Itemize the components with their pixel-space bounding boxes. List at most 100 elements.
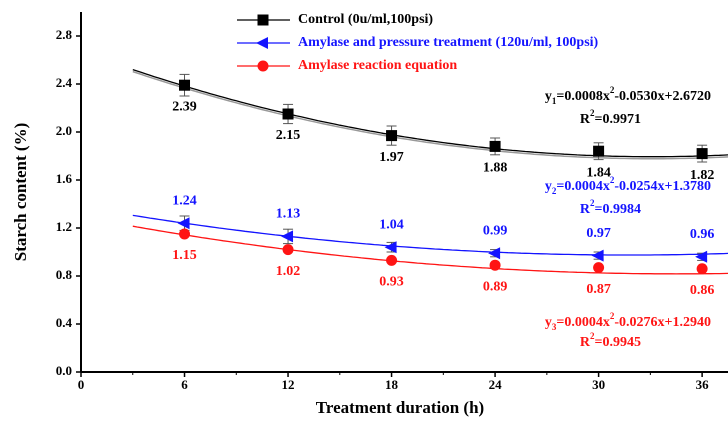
- data-label: 0.97: [586, 226, 611, 241]
- legend-label: Control (0u/ml,100psi): [298, 12, 433, 27]
- marker: [489, 140, 501, 152]
- x-tick-label: 18: [385, 377, 399, 392]
- data-label: 1.02: [276, 264, 301, 279]
- marker: [695, 250, 708, 263]
- equation-part: 2: [610, 85, 615, 95]
- x-tick-label: 24: [489, 377, 503, 392]
- fit-r2: R2=0.9945: [580, 331, 641, 350]
- x-axis-title: Treatment duration (h): [316, 398, 484, 417]
- marker: [593, 145, 605, 157]
- marker: [281, 230, 294, 243]
- fit-r2: R2=0.9984: [580, 198, 641, 217]
- fit-curve-shadow: [132, 70, 728, 160]
- fit-curve: [132, 225, 728, 275]
- fit-r2: R2=0.9971: [580, 108, 641, 127]
- r2-part: R: [580, 335, 591, 350]
- equation-part: -0.0276x+1.2940: [614, 315, 711, 330]
- data-label: 1.04: [379, 217, 404, 232]
- equation-part: 3: [552, 322, 557, 332]
- data-label: 1.97: [379, 150, 404, 165]
- x-tick-label: 6: [181, 377, 188, 392]
- fit-equation: y1=0.0008x2-0.0530x+2.6720: [545, 85, 711, 106]
- legend-marker: [256, 37, 268, 49]
- data-label: 2.39: [172, 99, 197, 114]
- legend-entry: Control (0u/ml,100psi): [237, 12, 433, 27]
- marker: [489, 259, 501, 271]
- equation-part: 2: [610, 175, 615, 185]
- r2-part: =0.9971: [595, 112, 641, 127]
- data-label: 0.93: [379, 275, 404, 290]
- marker: [593, 262, 605, 274]
- r2-part: =0.9984: [595, 202, 641, 217]
- marker: [177, 217, 190, 230]
- x-tick-label: 12: [282, 377, 295, 392]
- y-tick-label: 0.4: [56, 315, 73, 330]
- y-tick-label: 1.6: [56, 171, 73, 186]
- fit-curve: [132, 68, 728, 158]
- equation-part: y: [545, 89, 552, 104]
- marker: [179, 79, 191, 91]
- data-label: 1.15: [172, 248, 197, 263]
- marker: [488, 247, 501, 260]
- y-tick-label: 0.0: [56, 363, 72, 378]
- series: 1.151.020.93 0.89 0.87 0.86y3=0.0004x2-0.02…: [132, 225, 728, 350]
- r2-part: 2: [590, 108, 595, 118]
- data-label: 1.88: [483, 161, 508, 176]
- x-tick-label: 36: [696, 377, 710, 392]
- r2-part: R: [580, 112, 591, 127]
- y-axis-title: Starch content (%): [11, 123, 30, 262]
- equation-part: y: [545, 315, 552, 330]
- data-label: 1.24: [172, 193, 197, 208]
- legend-entry: Amylase reaction equation: [237, 58, 457, 73]
- marker: [591, 249, 604, 262]
- legend-label: Amylase and pressure treatment (120u/ml,…: [298, 35, 599, 50]
- y-tick-label: 1.2: [56, 219, 72, 234]
- x-tick-label: 30: [592, 377, 605, 392]
- data-label: 0.89: [483, 279, 508, 294]
- fit-equation: y2=0.0004x2-0.0254x+1.3780: [545, 175, 711, 196]
- series: 1.241.131.04 0.99 0.97 0.96y2=0.0004x2-0.02…: [132, 175, 728, 263]
- data-label: 2.15: [276, 128, 301, 143]
- marker: [282, 244, 294, 256]
- equation-part: 1: [552, 96, 557, 106]
- data-label: 0.87: [586, 282, 611, 297]
- series: 2.392.151.971.88 1.84 1.82y1=0.0008x2-0.05…: [132, 68, 728, 183]
- data-label: 1.13: [276, 207, 301, 222]
- legend-label: Amylase reaction equation: [298, 58, 457, 73]
- data-label: 1.82: [690, 168, 715, 183]
- equation-part: =0.0004x: [556, 179, 609, 194]
- y-tick-label: 0.8: [56, 267, 73, 282]
- data-label: 0.86: [690, 283, 715, 298]
- equation-part: 2: [552, 186, 557, 196]
- data-label: 0.96: [690, 227, 715, 242]
- marker: [384, 241, 397, 254]
- y-tick-label: 2.4: [56, 75, 73, 90]
- marker: [386, 254, 398, 266]
- marker: [696, 263, 708, 275]
- equation-part: 2: [610, 311, 615, 321]
- fit-equation: y3=0.0004x2-0.0276x+1.2940: [545, 311, 711, 332]
- y-tick-label: 2.8: [56, 27, 73, 42]
- equation-part: -0.0254x+1.3780: [614, 179, 711, 194]
- marker: [696, 148, 708, 160]
- legend-marker: [257, 60, 269, 72]
- legend-marker: [257, 14, 269, 26]
- equation-part: -0.0530x+2.6720: [614, 89, 711, 104]
- fit-curve: [132, 214, 728, 256]
- marker: [386, 130, 398, 142]
- data-label: 1.84: [586, 165, 611, 180]
- r2-part: R: [580, 202, 591, 217]
- y-tick-label: 2.0: [56, 123, 72, 138]
- legend-entry: Amylase and pressure treatment (120u/ml,…: [237, 35, 599, 50]
- r2-part: 2: [590, 331, 595, 341]
- marker: [282, 108, 294, 120]
- x-tick-label: 0: [78, 377, 85, 392]
- equation-part: =0.0004x: [556, 315, 609, 330]
- r2-part: 2: [590, 198, 595, 208]
- equation-part: y: [545, 179, 552, 194]
- r2-part: =0.9945: [595, 335, 641, 350]
- data-label: 0.99: [483, 223, 508, 238]
- marker: [179, 228, 191, 240]
- equation-part: =0.0008x: [556, 89, 609, 104]
